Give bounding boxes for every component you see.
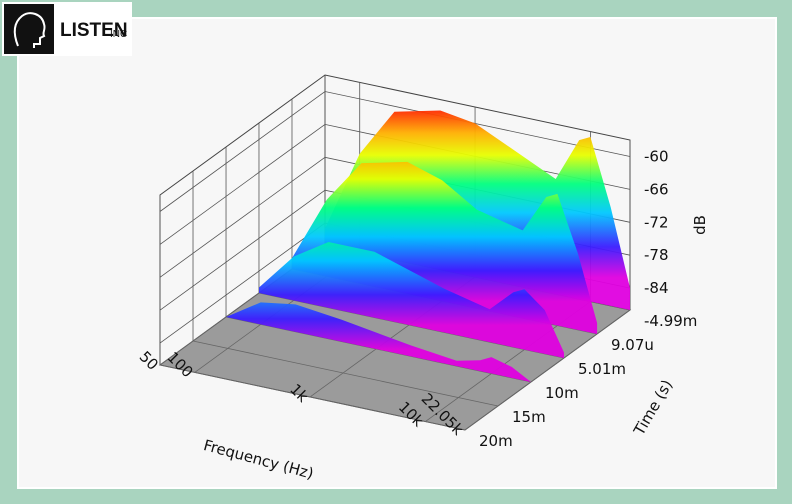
y-tick-label: 20m xyxy=(479,432,513,450)
grid-line xyxy=(159,91,631,212)
z-axis-title: dB xyxy=(691,215,709,235)
grid-line xyxy=(464,309,631,431)
logo-suffix: INC xyxy=(110,29,127,40)
y-tick-label: 5.01m xyxy=(578,360,626,378)
surface-slice xyxy=(259,242,564,358)
y-tick-label: 15m xyxy=(512,408,546,426)
logo-text: LISTEN xyxy=(60,20,128,41)
grid-line xyxy=(159,364,466,431)
z-tick-label: -84 xyxy=(644,279,669,297)
y-tick-label: 9.07u xyxy=(611,336,654,354)
surface-slice xyxy=(226,302,531,382)
y-tick-label: 10m xyxy=(545,384,579,402)
z-tick-label: -66 xyxy=(644,180,669,198)
logo: LISTEN INC xyxy=(2,2,132,56)
z-tick-label: -78 xyxy=(644,246,669,264)
y-tick-label: -4.99m xyxy=(644,312,697,330)
z-tick-label: -60 xyxy=(644,147,669,165)
logo-icon xyxy=(4,4,54,54)
grid-line xyxy=(192,340,499,407)
z-tick-label: -72 xyxy=(644,213,669,231)
grid-line xyxy=(258,292,565,359)
logo-head xyxy=(13,12,46,48)
